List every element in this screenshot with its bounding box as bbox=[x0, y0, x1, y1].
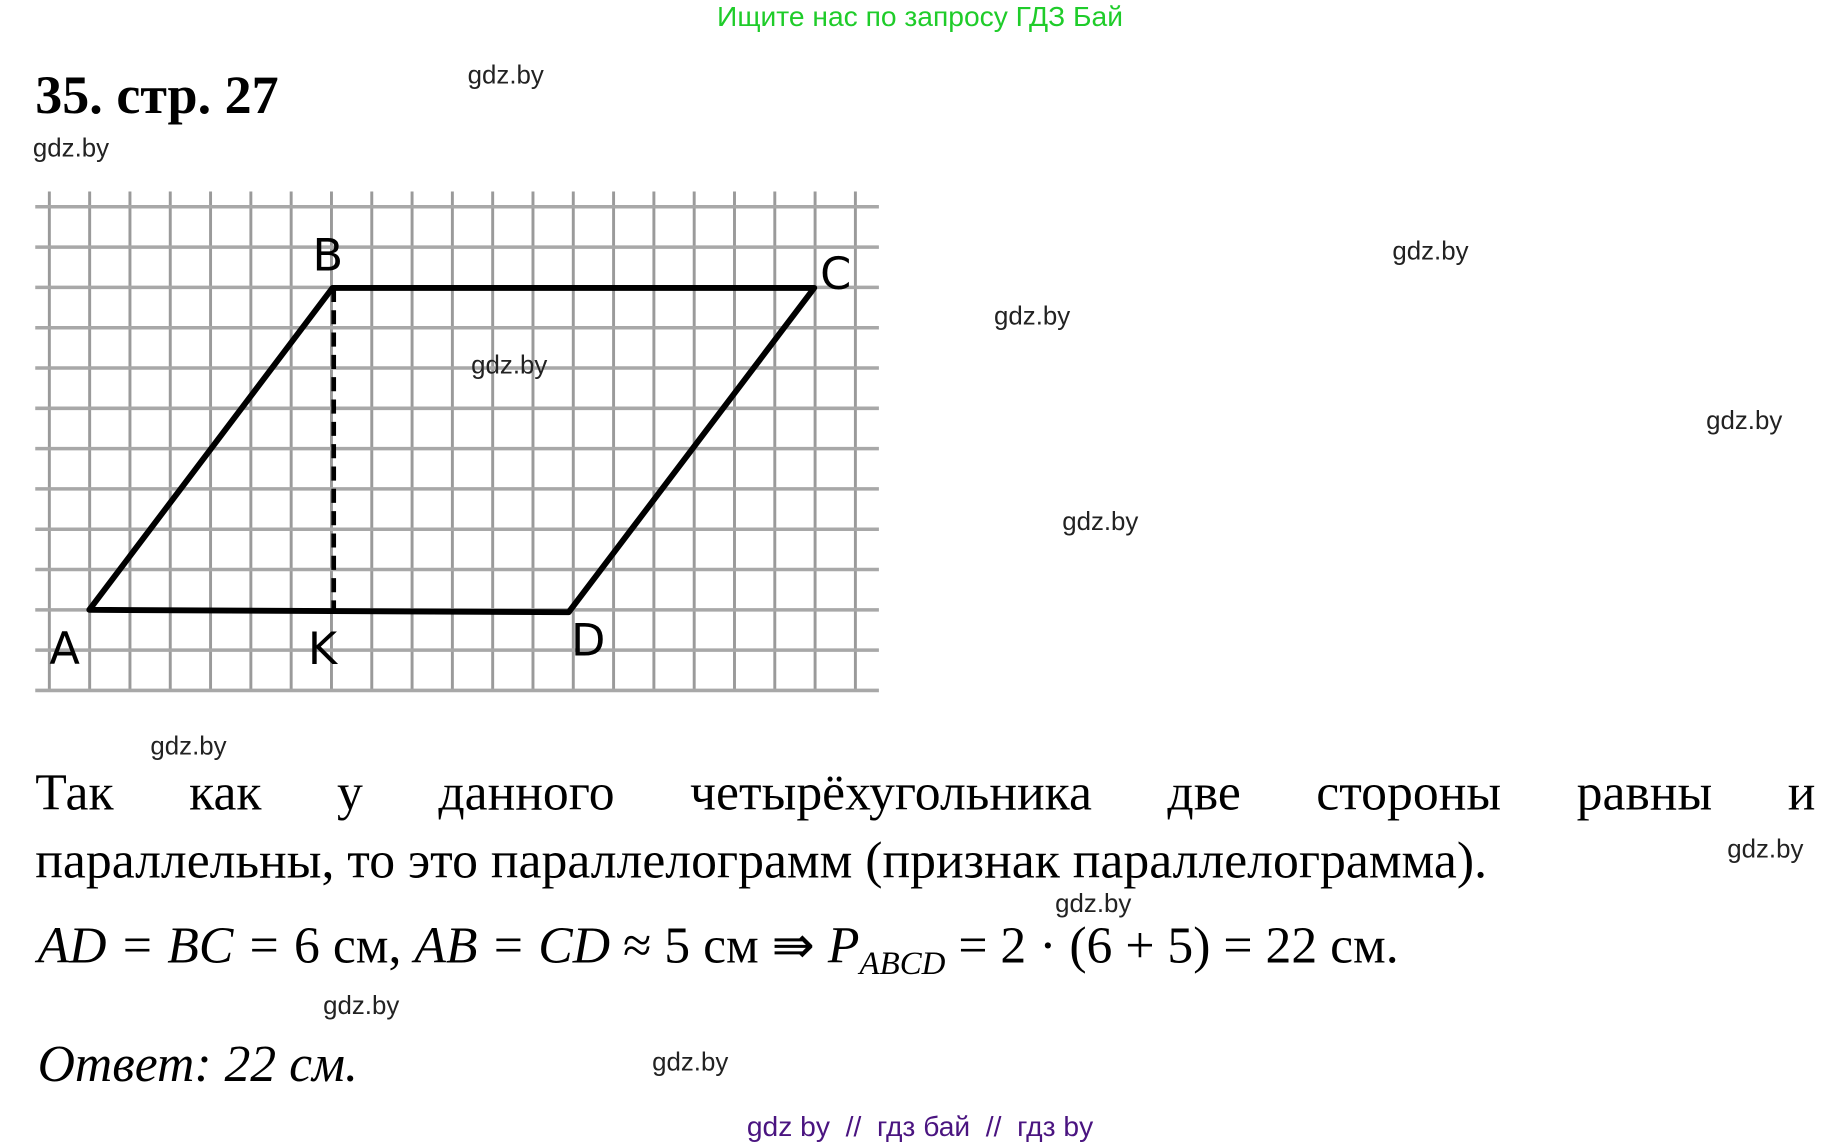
label-k: K bbox=[308, 623, 339, 675]
watermark: gdz.by bbox=[471, 350, 548, 380]
answer: Ответ: 22 см. bbox=[37, 1035, 358, 1093]
solution-line-1: Так как у данного четырёхугольника две с… bbox=[35, 763, 1816, 822]
math-perimeter: P bbox=[827, 916, 860, 975]
watermark: gdz.by bbox=[1727, 834, 1804, 864]
watermark: gdz.by bbox=[467, 59, 544, 90]
watermark: gdz.by bbox=[1392, 236, 1469, 266]
watermark: gdz.by bbox=[1055, 888, 1132, 918]
math-ab-cd: AB = CD bbox=[414, 916, 624, 975]
solution-math: AD = BC = 6 см, AB = CD ≈ 5 см ⇛ PABCD =… bbox=[37, 916, 1399, 980]
math-ad-bc: AD = BC = bbox=[37, 916, 295, 975]
watermark: gdz.by bbox=[150, 730, 227, 761]
label-c: C bbox=[820, 248, 851, 300]
grid-lines bbox=[35, 191, 879, 693]
parallelogram-abcd bbox=[86, 284, 818, 616]
footer-links: gdz by // гдз бай // гдз by bbox=[746, 1111, 1094, 1144]
label-b: B bbox=[313, 229, 344, 281]
math-5cm: ≈ 5 см ⇛ bbox=[623, 916, 828, 975]
solution-line-2: параллельны, то это параллелограмм (приз… bbox=[35, 831, 1487, 890]
watermark: gdz.by bbox=[32, 132, 110, 163]
label-d: D bbox=[571, 615, 605, 667]
watermark: gdz.by bbox=[652, 1046, 729, 1077]
math-result: = 2 · (6 + 5) = 22 см. bbox=[945, 916, 1399, 975]
search-banner: Ищите нас по запросу ГДЗ Бай bbox=[717, 1, 1123, 33]
math-subscript: ABCD bbox=[859, 945, 946, 983]
label-a: A bbox=[49, 623, 80, 675]
math-6cm: 6 см, bbox=[294, 916, 415, 975]
watermark: gdz.by bbox=[323, 990, 400, 1020]
watermark: gdz.by bbox=[1062, 506, 1139, 536]
watermark: gdz.by bbox=[1706, 405, 1783, 435]
page-title: 35. стр. 27 bbox=[35, 64, 279, 125]
watermark: gdz.by bbox=[994, 300, 1071, 331]
